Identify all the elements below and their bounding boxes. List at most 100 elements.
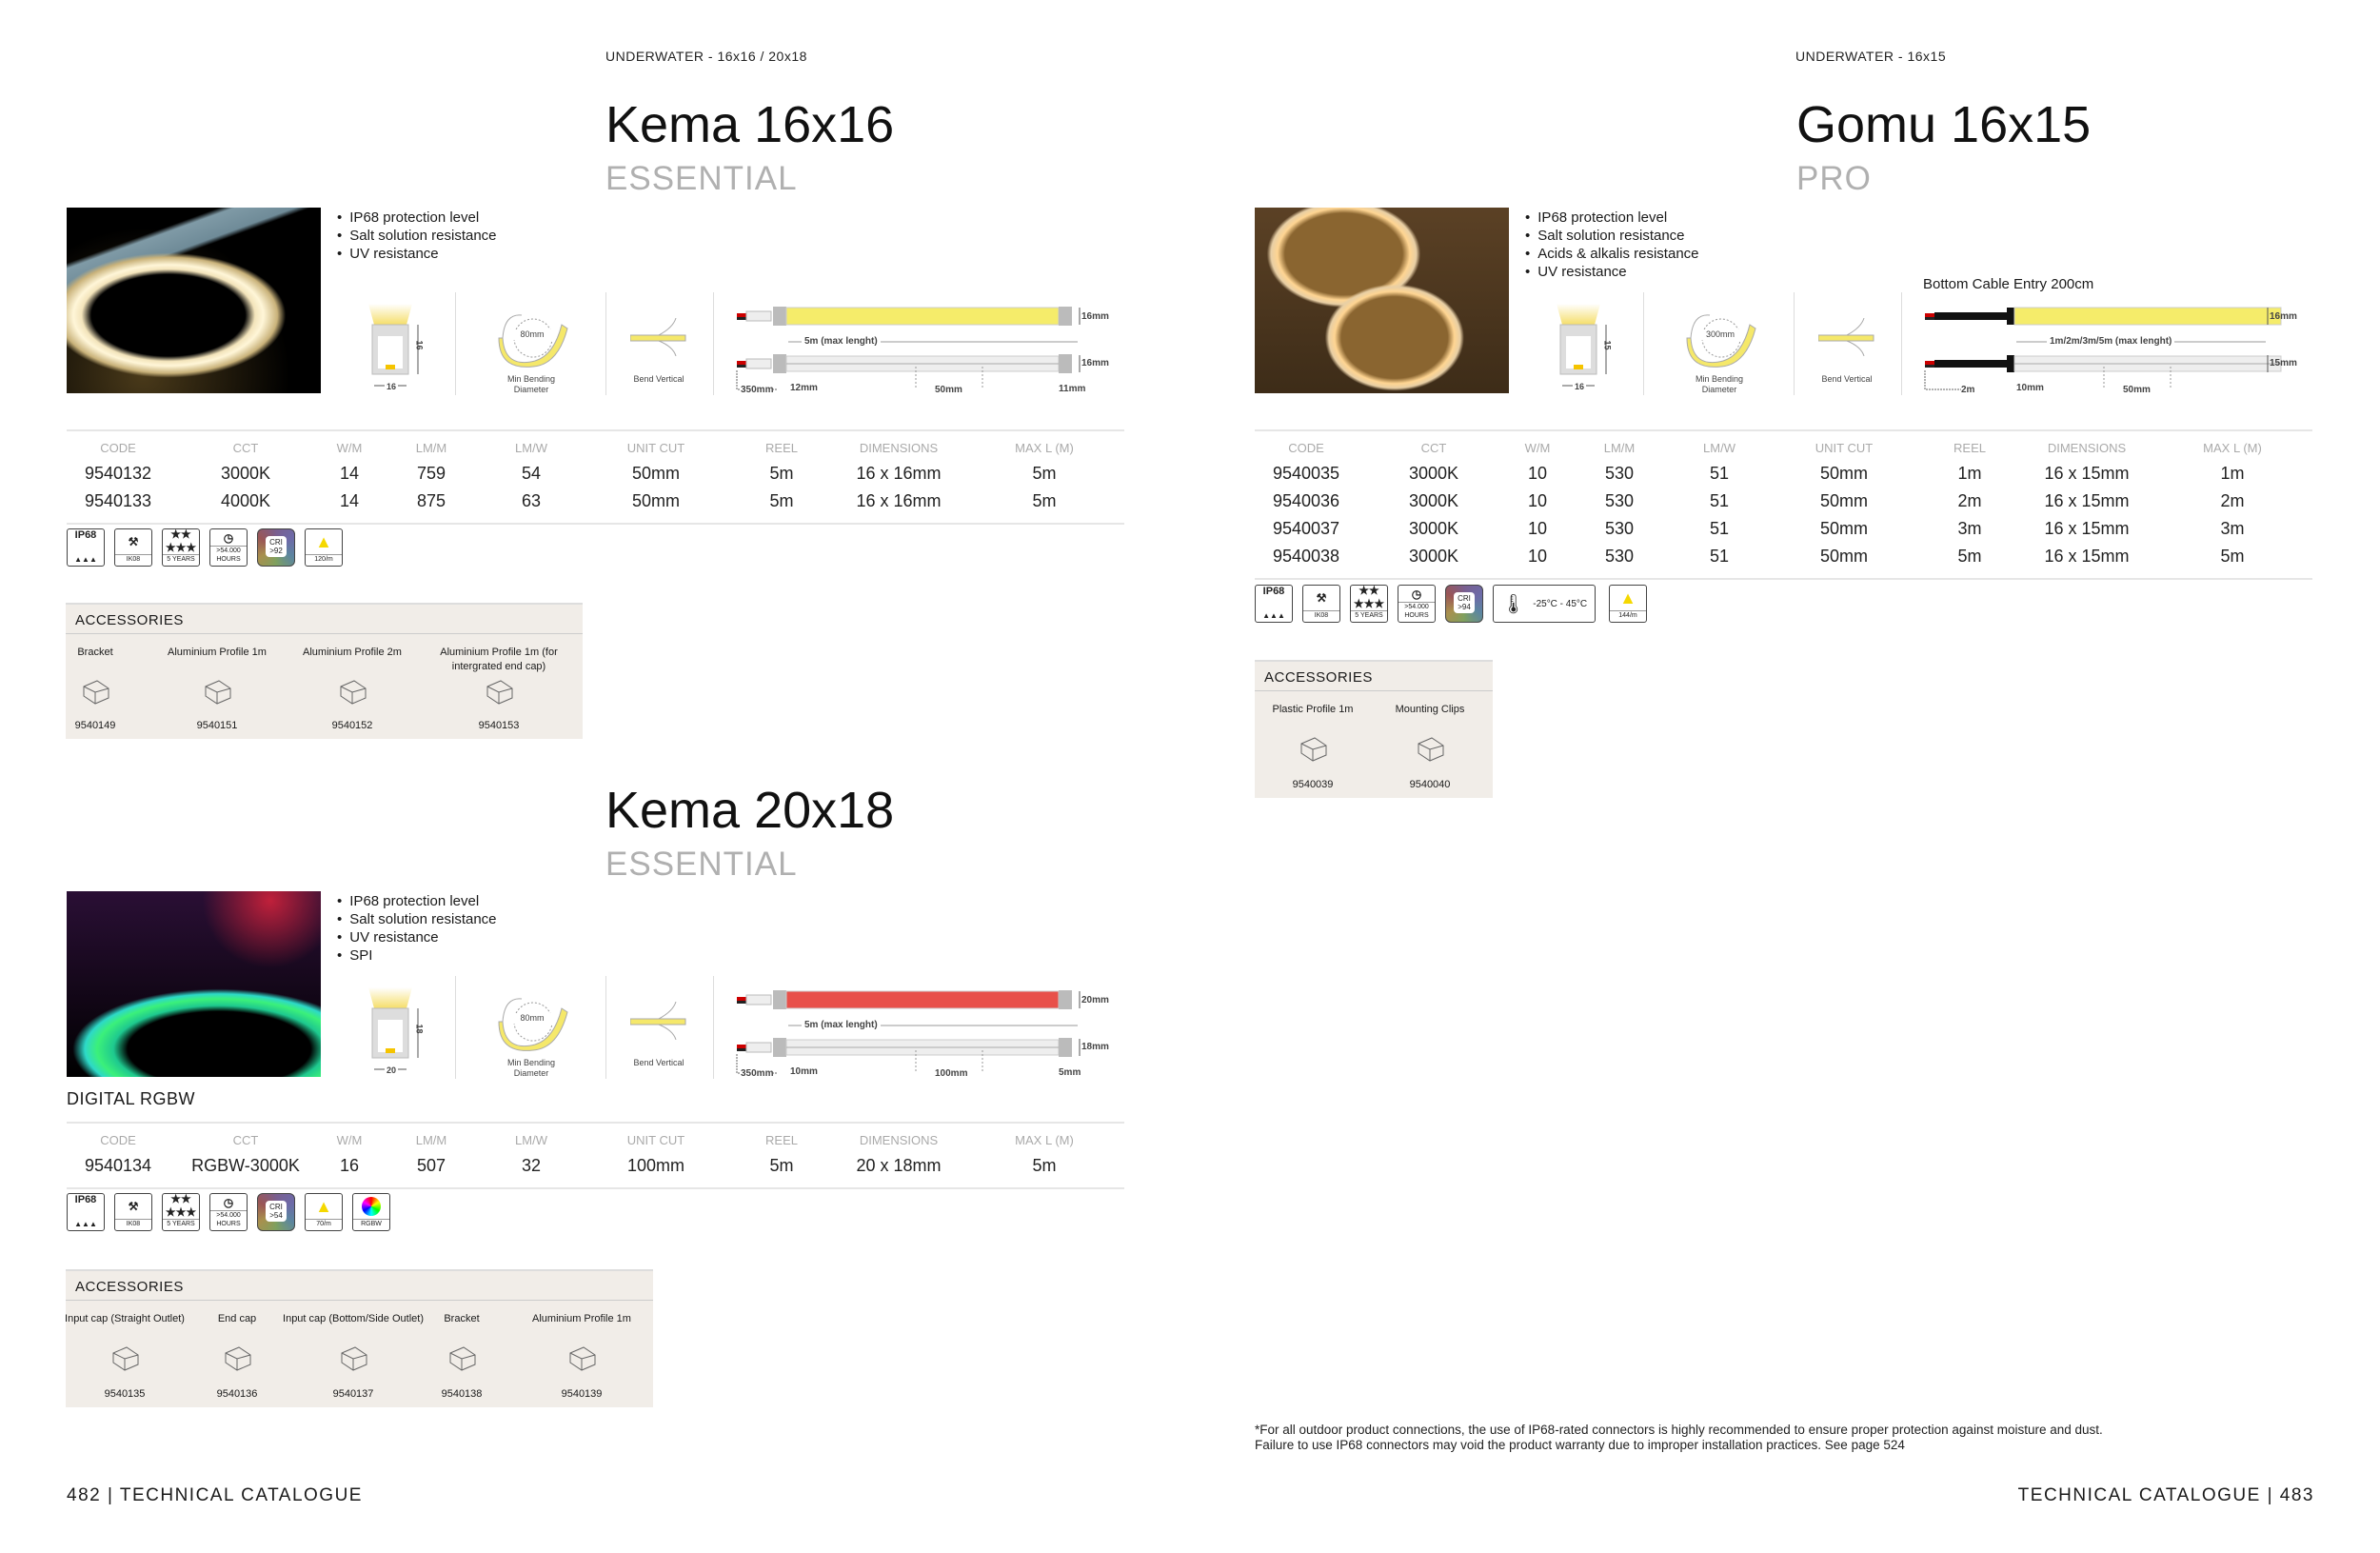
table-header: MAX L (M) bbox=[1015, 1133, 1074, 1147]
table-cell: 51 bbox=[1709, 491, 1730, 510]
table-cell: 530 bbox=[1604, 547, 1635, 566]
table-cell: 1m bbox=[1957, 464, 1982, 483]
table-cell: 5m bbox=[769, 1156, 794, 1175]
left-page-footer: 482 | TECHNICAL CATALOGUE bbox=[67, 1485, 363, 1505]
table-cell: 50mm bbox=[1819, 519, 1869, 538]
table-cell: 2m bbox=[1957, 491, 1982, 510]
stars-icon: ★★ ★★★ 5 YEARS bbox=[1350, 584, 1388, 623]
table-cell: 20 x 18mm bbox=[856, 1156, 942, 1175]
bending-diameter-diagram bbox=[1683, 313, 1759, 370]
accessory-name: Mounting Clips bbox=[1395, 704, 1465, 715]
clock-icon: ◷ >54.000 HOURS bbox=[209, 1193, 248, 1231]
cri-icon: CRI >92 bbox=[257, 528, 295, 567]
table-header: LM/W bbox=[1703, 441, 1735, 455]
left-category-header: UNDERWATER - 16x16 / 20x18 bbox=[605, 49, 807, 64]
accessory-part-icon bbox=[202, 677, 232, 706]
accessories-panel: ACCESSORIES Plastic Profile 1m 9540039 Moun… bbox=[1255, 660, 1493, 798]
table-cell: 14 bbox=[339, 491, 360, 510]
spec-table: CODE CCT W/M LM/M LM/W UNIT CUT REEL DIMENSIONS… bbox=[67, 429, 1124, 525]
table-header: LM/M bbox=[415, 1133, 447, 1147]
cert-label: >54.000 HOURS bbox=[1398, 602, 1435, 620]
feature-list: IP68 protection levelSalt solution resis… bbox=[1525, 209, 1699, 281]
profile-width-label: 20 bbox=[385, 1065, 399, 1076]
table-header: REEL bbox=[1954, 441, 1986, 455]
accessory-name: Aluminium Profile 2m bbox=[303, 647, 402, 658]
table-header: DIMENSIONS bbox=[859, 441, 939, 455]
stars-glyph: ★★ ★★★ bbox=[165, 1192, 197, 1219]
accessory-part-icon bbox=[337, 677, 367, 706]
table-cell: 5m bbox=[769, 464, 794, 483]
bend-vertical-label: Bend Vertical bbox=[633, 374, 684, 384]
accessories-heading: ACCESSORIES bbox=[1264, 669, 1373, 686]
table-cell: 16 bbox=[339, 1156, 360, 1175]
feature-item: IP68 protection level bbox=[1525, 209, 1699, 227]
table-cell: 100mm bbox=[626, 1156, 685, 1175]
bend-vertical-diagram bbox=[629, 1001, 687, 1041]
temperature-range: -25°C - 45°C bbox=[1533, 598, 1588, 609]
table-header: W/M bbox=[1524, 441, 1551, 455]
bend-vertical-label: Bend Vertical bbox=[1821, 374, 1873, 384]
water-drops-glyph: ▲▲▲ bbox=[74, 1220, 97, 1228]
strip-dimension-diagram bbox=[735, 304, 1135, 399]
led-icon: ▲ 120/m bbox=[305, 528, 343, 567]
accessory-name: Plastic Profile 1m bbox=[1272, 704, 1354, 715]
table-cell: 3000K bbox=[220, 464, 271, 483]
accessories-heading: ACCESSORIES bbox=[75, 612, 184, 628]
strip-length: 5m (max lenght) bbox=[802, 1020, 881, 1030]
divider bbox=[1643, 292, 1644, 395]
table-cell: 51 bbox=[1709, 519, 1730, 538]
strip-cable-length: 350mm bbox=[741, 1068, 774, 1079]
accessory-part-icon bbox=[484, 677, 514, 706]
divider bbox=[455, 976, 456, 1079]
table-cell: 9540133 bbox=[84, 491, 152, 510]
accessory-name: Bracket bbox=[444, 1313, 480, 1324]
table-cell: 530 bbox=[1604, 491, 1635, 510]
profile-width-label: 16 bbox=[385, 382, 399, 392]
table-header: LM/W bbox=[515, 1133, 547, 1147]
strip-cut-interval: 50mm bbox=[935, 385, 962, 395]
table-cell: 10 bbox=[1527, 519, 1548, 538]
table-header: MAX L (M) bbox=[2203, 441, 2262, 455]
strip-bottom-height: 18mm bbox=[1081, 1042, 1109, 1052]
clock-icon: ◷ >54.000 HOURS bbox=[209, 528, 248, 567]
strip-bottom-height: 16mm bbox=[1081, 358, 1109, 368]
table-cell: 9540036 bbox=[1272, 491, 1340, 510]
table-row: 9540133 4000K 14 875 63 50mm 5m 16 x 16mm 5m bbox=[67, 489, 1124, 517]
strip-top-height: 16mm bbox=[2270, 311, 2297, 322]
strip-dimension-diagram bbox=[735, 987, 1135, 1083]
cri-value: CRI >92 bbox=[266, 536, 287, 557]
cert-label: IK08 bbox=[1303, 610, 1339, 620]
thermometer-icon: 🌡︎ -25°C - 45°C bbox=[1493, 585, 1596, 623]
table-cell: 50mm bbox=[1819, 547, 1869, 566]
table-cell: 10 bbox=[1527, 464, 1548, 483]
accessory-code: 9540153 bbox=[478, 720, 520, 731]
divider bbox=[605, 976, 606, 1079]
accessory-code: 9540138 bbox=[441, 1388, 483, 1400]
table-cell: 3000K bbox=[1408, 491, 1459, 510]
table-header: CODE bbox=[100, 1133, 136, 1147]
hammer-icon: ⚒ IK08 bbox=[114, 1193, 152, 1231]
accessory-code: 9540139 bbox=[561, 1388, 603, 1400]
led-glyph: ▲ bbox=[315, 1196, 332, 1216]
table-cell: 10 bbox=[1527, 491, 1548, 510]
table-cell: 3000K bbox=[1408, 547, 1459, 566]
footnote: *For all outdoor product connections, th… bbox=[1255, 1423, 2103, 1453]
strip-length: 1m/2m/3m/5m (max lenght) bbox=[2047, 336, 2175, 347]
strip-top-height: 16mm bbox=[1081, 311, 1109, 322]
strip-start-offset: 10mm bbox=[790, 1066, 818, 1077]
product-photo bbox=[67, 891, 321, 1077]
profile-width-label: 16 bbox=[1573, 382, 1587, 392]
accessory-name: Aluminium Profile 1m bbox=[168, 647, 267, 658]
rgbw-glyph bbox=[362, 1194, 381, 1219]
strip-cut-interval: 50mm bbox=[2123, 385, 2151, 395]
feature-list: IP68 protection levelSalt solution resis… bbox=[337, 209, 496, 263]
table-header: W/M bbox=[336, 1133, 363, 1147]
profile-cross-section-diagram bbox=[357, 304, 433, 399]
product-tier: ESSENTIAL bbox=[605, 160, 798, 197]
table-cell: 32 bbox=[521, 1156, 542, 1175]
bend-vertical-diagram bbox=[629, 317, 687, 357]
cri-value: CRI >54 bbox=[266, 1201, 287, 1222]
accessory-code: 9540135 bbox=[104, 1388, 146, 1400]
table-cell: 50mm bbox=[1819, 464, 1869, 483]
product-title: Kema 20x18 bbox=[605, 782, 895, 839]
